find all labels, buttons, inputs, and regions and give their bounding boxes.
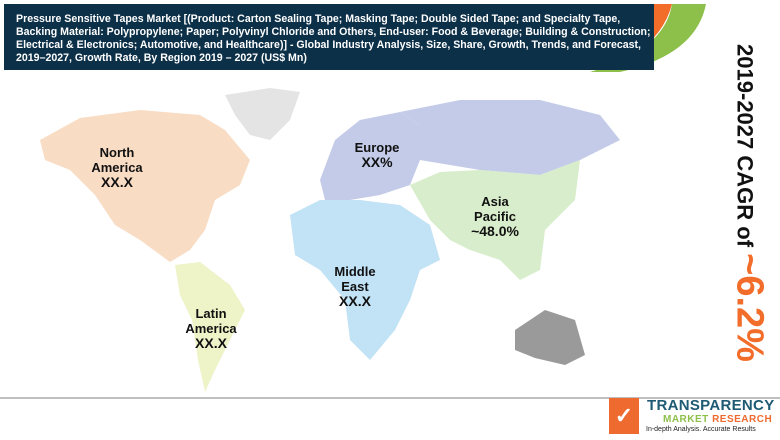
cagr-label: 2019-2027 CAGR of [732,44,758,254]
logo-line1: TRANSPARENCY [647,397,775,414]
region-asia-pacific: Asia Pacific ~48.0% [455,194,535,239]
latin-america [175,262,245,392]
region-name: Latin America [185,306,237,336]
africa-middle-east [290,200,440,360]
logo-market: MARKET [663,414,709,425]
australia [515,310,585,365]
cagr-callout: 2019-2027 CAGR of ~6.2% [724,18,774,388]
region-name: North America [91,145,143,175]
greenland [225,88,300,140]
north-america [40,110,250,262]
europe [320,112,420,200]
region-value: XX.X [101,174,133,190]
region-north-america: North America XX.X [82,145,152,190]
page-title: Pressure Sensitive Tapes Market [(Produc… [16,13,651,64]
region-value: XX.X [339,293,371,309]
region-name: Middle East [334,264,376,294]
footer-divider [0,397,780,399]
company-logo: ✓ TRANSPARENCY MARKET RESEARCH In-depth … [609,396,779,440]
region-value: XX% [361,154,393,170]
region-name: Europe [354,140,400,155]
region-europe: Europe XX% [342,140,412,170]
region-value: ~48.0% [471,223,519,239]
logo-mark-icon: ✓ [609,398,639,434]
asia-pacific [410,160,580,280]
logo-tagline: In-depth Analysis. Accurate Results [646,426,756,433]
cagr-text: 2019-2027 CAGR of ~6.2% [728,44,771,362]
region-name: Asia Pacific [474,194,516,224]
header-banner: Pressure Sensitive Tapes Market [(Produc… [4,4,654,70]
russia [400,100,620,175]
region-value: XX.X [195,335,227,351]
region-latin-america: Latin America XX.X [176,306,246,351]
cagr-value: ~6.2% [728,253,771,362]
logo-research: RESEARCH [712,414,773,425]
logo-line2: MARKET RESEARCH [663,414,772,425]
region-middle-east: Middle East XX.X [320,264,390,309]
header-green-arc [590,4,706,72]
